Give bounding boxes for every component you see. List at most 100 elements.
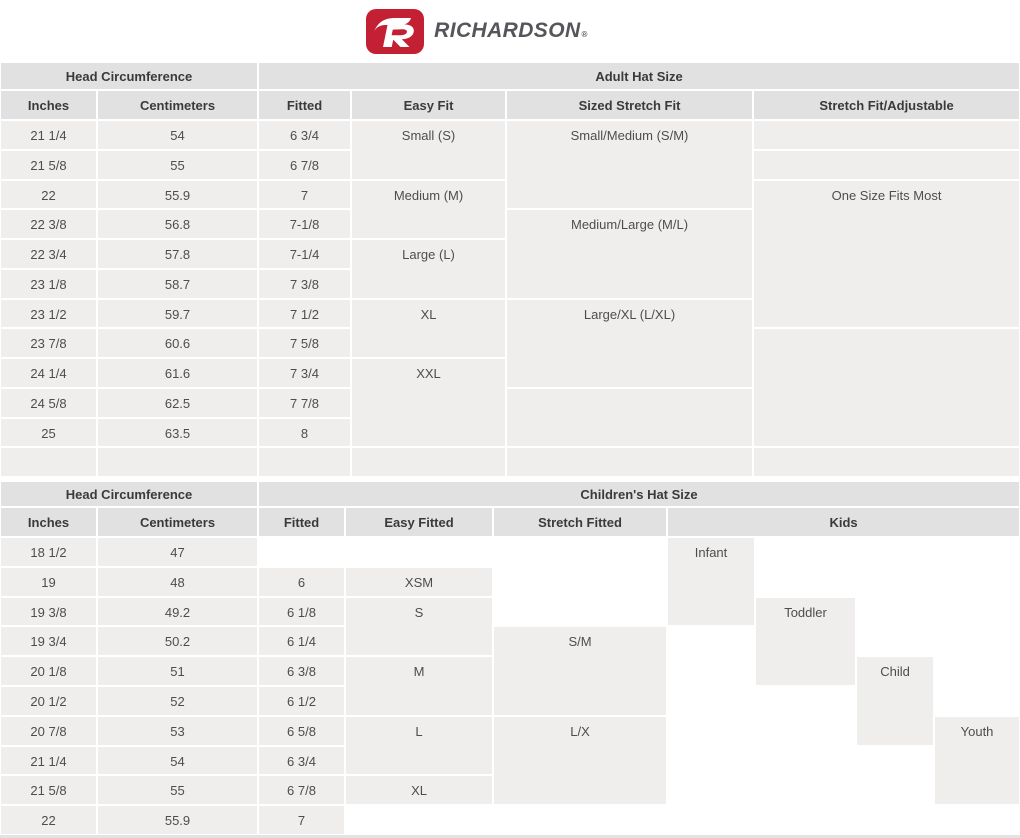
column-header-centimeters: Centimeters [97, 90, 259, 120]
fitted-cell: 6 7/8 [258, 775, 346, 806]
blank-area [755, 685, 857, 716]
easy-fitted-l-cell: L [345, 715, 494, 776]
blank-area [667, 656, 756, 686]
inches-cell: 19 [0, 566, 97, 597]
fitted-cell: 6 3/8 [258, 656, 346, 686]
fitted-cell: 7 3/4 [258, 358, 352, 388]
adult-head-circumference-group-header: Head Circumference [0, 62, 259, 90]
fitted-cell: 7 7/8 [258, 387, 352, 418]
table-row: 19 48 6 XSM [0, 566, 1020, 597]
centimeters-cell: 51 [97, 656, 259, 686]
inches-cell: 22 [0, 805, 97, 835]
blank-area [856, 626, 935, 657]
blank-area [493, 537, 668, 567]
childrens-hat-size-table: Head Circumference Children's Hat Size I… [0, 481, 1020, 835]
blank-area [856, 805, 935, 835]
centimeters-cell: 54 [97, 120, 259, 150]
inches-cell: 21 1/4 [0, 745, 97, 776]
table-row: Inches Centimeters Fitted Easy Fitted St… [0, 507, 1020, 537]
fitted-cell: 7 [258, 805, 346, 835]
blank-area [667, 715, 756, 746]
column-header-sized-stretch-fit: Sized Stretch Fit [506, 90, 754, 120]
centimeters-cell: 57.8 [97, 239, 259, 269]
blank-area [755, 537, 857, 567]
blank-area [493, 805, 668, 835]
adult-hat-size-group-header: Adult Hat Size [258, 62, 1020, 90]
richardson-logo-icon [366, 8, 425, 54]
registered-trademark-symbol: ® [581, 30, 588, 39]
blank-area [667, 805, 756, 835]
centimeters-cell: 56.8 [97, 209, 259, 239]
table-row: 19 3/8 49.2 6 1/8 S Toddler [0, 596, 1020, 686]
blank-area [934, 566, 1020, 597]
fitted-cell: 6 3/4 [258, 745, 346, 776]
table-row: 23 1/8 58.7 7 3/8 [0, 268, 1020, 299]
blank-area [755, 566, 857, 597]
blank-area [934, 537, 1020, 567]
table-row: 22 3/8 56.8 7-1/8 Medium/Large (M/L) [0, 209, 1020, 299]
inches-cell: 20 1/2 [0, 685, 97, 716]
column-header-kids: Kids [667, 507, 1020, 537]
one-size-fits-most-cell: One Size Fits Most [753, 179, 1020, 329]
blank-area [258, 537, 346, 567]
fitted-cell: 7-1/8 [258, 209, 352, 239]
fitted-cell: 6 1/8 [258, 596, 346, 627]
inches-cell: 23 1/2 [0, 298, 97, 329]
easy-fit-small-cell: Small (S) [351, 120, 507, 180]
empty-cell [753, 447, 1020, 477]
table-row: 20 1/8 51 6 3/8 M Child [0, 656, 1020, 746]
table-row: 21 1/4 54 6 3/4 Small (S) Small/Medium (… [0, 120, 1020, 210]
blank-area [493, 566, 668, 597]
column-header-stretch-fitted: Stretch Fitted [493, 507, 668, 537]
sized-stretch-large-xl-cell: Large/XL (L/XL) [506, 298, 754, 388]
empty-cell [753, 120, 1020, 150]
blank-area [667, 685, 756, 716]
fitted-cell: 7-1/4 [258, 239, 352, 269]
blank-area [493, 596, 668, 627]
blank-area [755, 745, 857, 776]
blank-area [934, 805, 1020, 835]
easy-fit-medium-cell: Medium (M) [351, 179, 507, 239]
fitted-cell: 7 5/8 [258, 328, 352, 358]
blank-area [934, 626, 1020, 657]
centimeters-cell: 49.2 [97, 596, 259, 627]
sized-stretch-medium-large-cell: Medium/Large (M/L) [506, 209, 754, 299]
blank-area [856, 745, 935, 776]
inches-cell: 18 1/2 [0, 537, 97, 567]
table-row: 21 1/4 54 6 3/4 [0, 745, 1020, 776]
table-row: 24 5/8 62.5 7 7/8 [0, 387, 1020, 448]
brand-header: RICHARDSON® [0, 0, 987, 62]
empty-cell [753, 328, 1020, 448]
blank-area [755, 805, 857, 835]
fitted-cell: 6 5/8 [258, 715, 346, 746]
easy-fitted-xsm-cell: XSM [345, 566, 494, 597]
blank-area [345, 537, 494, 567]
bottom-edge-strip [0, 834, 1020, 838]
inches-cell: 24 5/8 [0, 387, 97, 418]
blank-area [667, 745, 756, 776]
inches-cell: 20 1/8 [0, 656, 97, 686]
kids-youth-cell: Youth [934, 715, 1020, 806]
table-row: 22 55.9 7 [0, 805, 1020, 835]
column-header-fitted: Fitted [258, 90, 352, 120]
easy-fit-large-cell: Large (L) [351, 239, 507, 299]
blank-area [755, 715, 857, 746]
centimeters-cell: 59.7 [97, 298, 259, 329]
easy-fitted-xl-cell: XL [345, 775, 494, 806]
blank-area [934, 656, 1020, 686]
blank-area [856, 596, 935, 627]
fitted-cell: 6 1/2 [258, 685, 346, 716]
table-row: 20 7/8 53 6 5/8 L L/X Youth [0, 715, 1020, 806]
fitted-cell: 7 1/2 [258, 298, 352, 329]
centimeters-cell [97, 447, 259, 477]
centimeters-cell: 58.7 [97, 268, 259, 299]
fitted-cell: 7 3/8 [258, 268, 352, 299]
blank-area [934, 685, 1020, 716]
centimeters-cell: 63.5 [97, 417, 259, 448]
fitted-cell: 6 [258, 566, 346, 597]
inches-cell: 22 3/4 [0, 239, 97, 269]
empty-cell [753, 149, 1020, 180]
table-row: 22 55.9 7 Medium (M) One Size Fits Most [0, 179, 1020, 329]
inches-cell: 22 3/8 [0, 209, 97, 239]
fitted-cell: 6 3/4 [258, 120, 352, 150]
